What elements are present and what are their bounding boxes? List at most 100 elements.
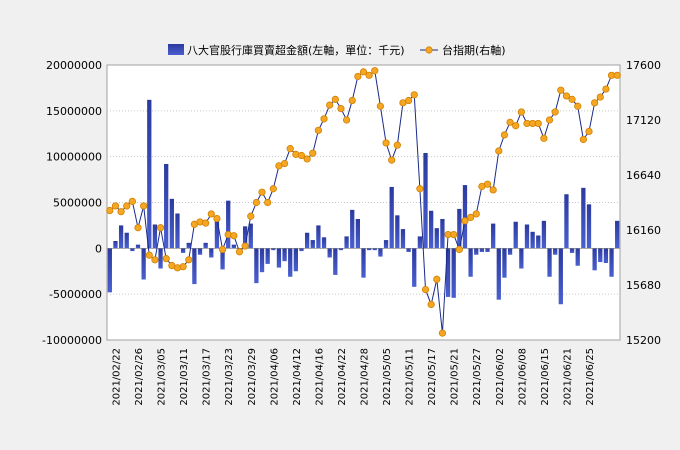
bar <box>192 248 197 285</box>
x-tick-label: 2021/05/21 <box>450 348 461 406</box>
x-tick-label: 2021/05/17 <box>427 348 438 406</box>
index-point <box>241 242 249 250</box>
bar <box>180 248 186 253</box>
bar <box>282 248 287 262</box>
bar <box>361 248 366 278</box>
index-point <box>140 202 148 210</box>
bar <box>569 248 575 253</box>
bar <box>462 185 468 249</box>
index-point <box>382 139 390 147</box>
index-point <box>258 188 266 196</box>
index-point <box>433 275 441 283</box>
bar <box>519 248 524 269</box>
index-point <box>230 232 238 240</box>
bar <box>536 235 541 249</box>
bar <box>141 248 146 280</box>
legend-line-label: 台指期(右軸) <box>442 43 506 57</box>
bar <box>598 248 603 263</box>
index-point <box>117 208 125 216</box>
bar <box>288 248 293 277</box>
bar <box>558 248 563 305</box>
y-left-tick-label: 10000000 <box>46 151 102 164</box>
index-point <box>416 185 424 193</box>
index-point <box>247 212 255 220</box>
bar <box>502 248 507 278</box>
bar <box>445 248 451 297</box>
bar <box>355 219 361 249</box>
index-point <box>376 102 385 110</box>
index-point <box>534 119 542 128</box>
bar <box>383 240 389 249</box>
bar <box>366 248 372 251</box>
bar <box>451 248 456 298</box>
index-point <box>500 131 509 139</box>
legend-bar-label: 八大官股行庫買賣超金額(左軸，單位：千元) <box>187 43 405 57</box>
bar <box>592 248 597 271</box>
bar <box>186 242 191 249</box>
bar <box>113 241 118 249</box>
y-right-tick-label: 16640 <box>626 169 661 182</box>
index-point <box>286 145 294 153</box>
bar <box>524 224 530 249</box>
x-tick-label: 2021/03/05 <box>157 348 168 406</box>
x-tick-label: 2021/02/26 <box>134 348 145 406</box>
index-point <box>472 210 480 218</box>
x-tick-label: 2021/04/06 <box>269 348 280 406</box>
bar <box>158 248 163 269</box>
index-point <box>297 151 306 160</box>
bar <box>209 248 214 258</box>
index-point <box>393 141 401 149</box>
y-left-tick-label: 20000000 <box>46 59 102 72</box>
index-point <box>427 300 435 309</box>
x-tick-label: 2021/06/21 <box>562 348 573 406</box>
index-point <box>179 263 187 271</box>
bar <box>220 248 225 270</box>
index-point <box>489 186 497 194</box>
bar <box>254 248 259 284</box>
x-tick-label: 2021/04/22 <box>337 348 348 406</box>
index-point <box>185 256 193 264</box>
bar <box>412 248 417 287</box>
bar <box>152 224 158 249</box>
index-point <box>365 71 373 79</box>
x-tick-label: 2021/03/29 <box>247 348 258 406</box>
bar <box>118 225 124 249</box>
index-point <box>213 214 221 223</box>
index-point <box>410 91 418 99</box>
index-point <box>162 255 170 263</box>
index-point <box>557 86 565 94</box>
index-point <box>320 115 328 123</box>
legend-bar-swatch <box>168 44 184 55</box>
index-point <box>495 147 503 155</box>
bar <box>496 248 501 300</box>
index-point <box>438 329 447 337</box>
x-tick-label: 2021/04/16 <box>314 348 325 406</box>
index-point <box>551 108 559 116</box>
y-right-tick-label: 17600 <box>626 59 661 72</box>
bar <box>304 232 310 249</box>
bar <box>530 231 535 249</box>
x-tick-label: 2021/04/28 <box>360 348 371 406</box>
bar <box>231 244 236 249</box>
y-right-tick-label: 17120 <box>626 114 661 127</box>
index-point <box>337 104 345 113</box>
y-left-tick-label: -10000000 <box>42 334 102 347</box>
bar <box>395 215 400 249</box>
bar <box>603 248 609 263</box>
bar <box>378 248 383 257</box>
bar <box>276 248 282 268</box>
index-point <box>235 248 244 256</box>
bar <box>175 213 180 249</box>
x-tick-label: 2021/04/12 <box>292 348 303 406</box>
y-left-tick-label: 5000000 <box>53 197 102 210</box>
bar <box>316 225 321 249</box>
bar <box>226 200 231 249</box>
x-tick-label: 2021/02/22 <box>111 348 122 406</box>
index-point <box>128 197 136 205</box>
bar <box>214 216 220 249</box>
bar <box>586 204 592 249</box>
bar <box>389 186 394 249</box>
y-right-tick-label: 15200 <box>626 334 661 347</box>
index-point <box>280 159 289 168</box>
